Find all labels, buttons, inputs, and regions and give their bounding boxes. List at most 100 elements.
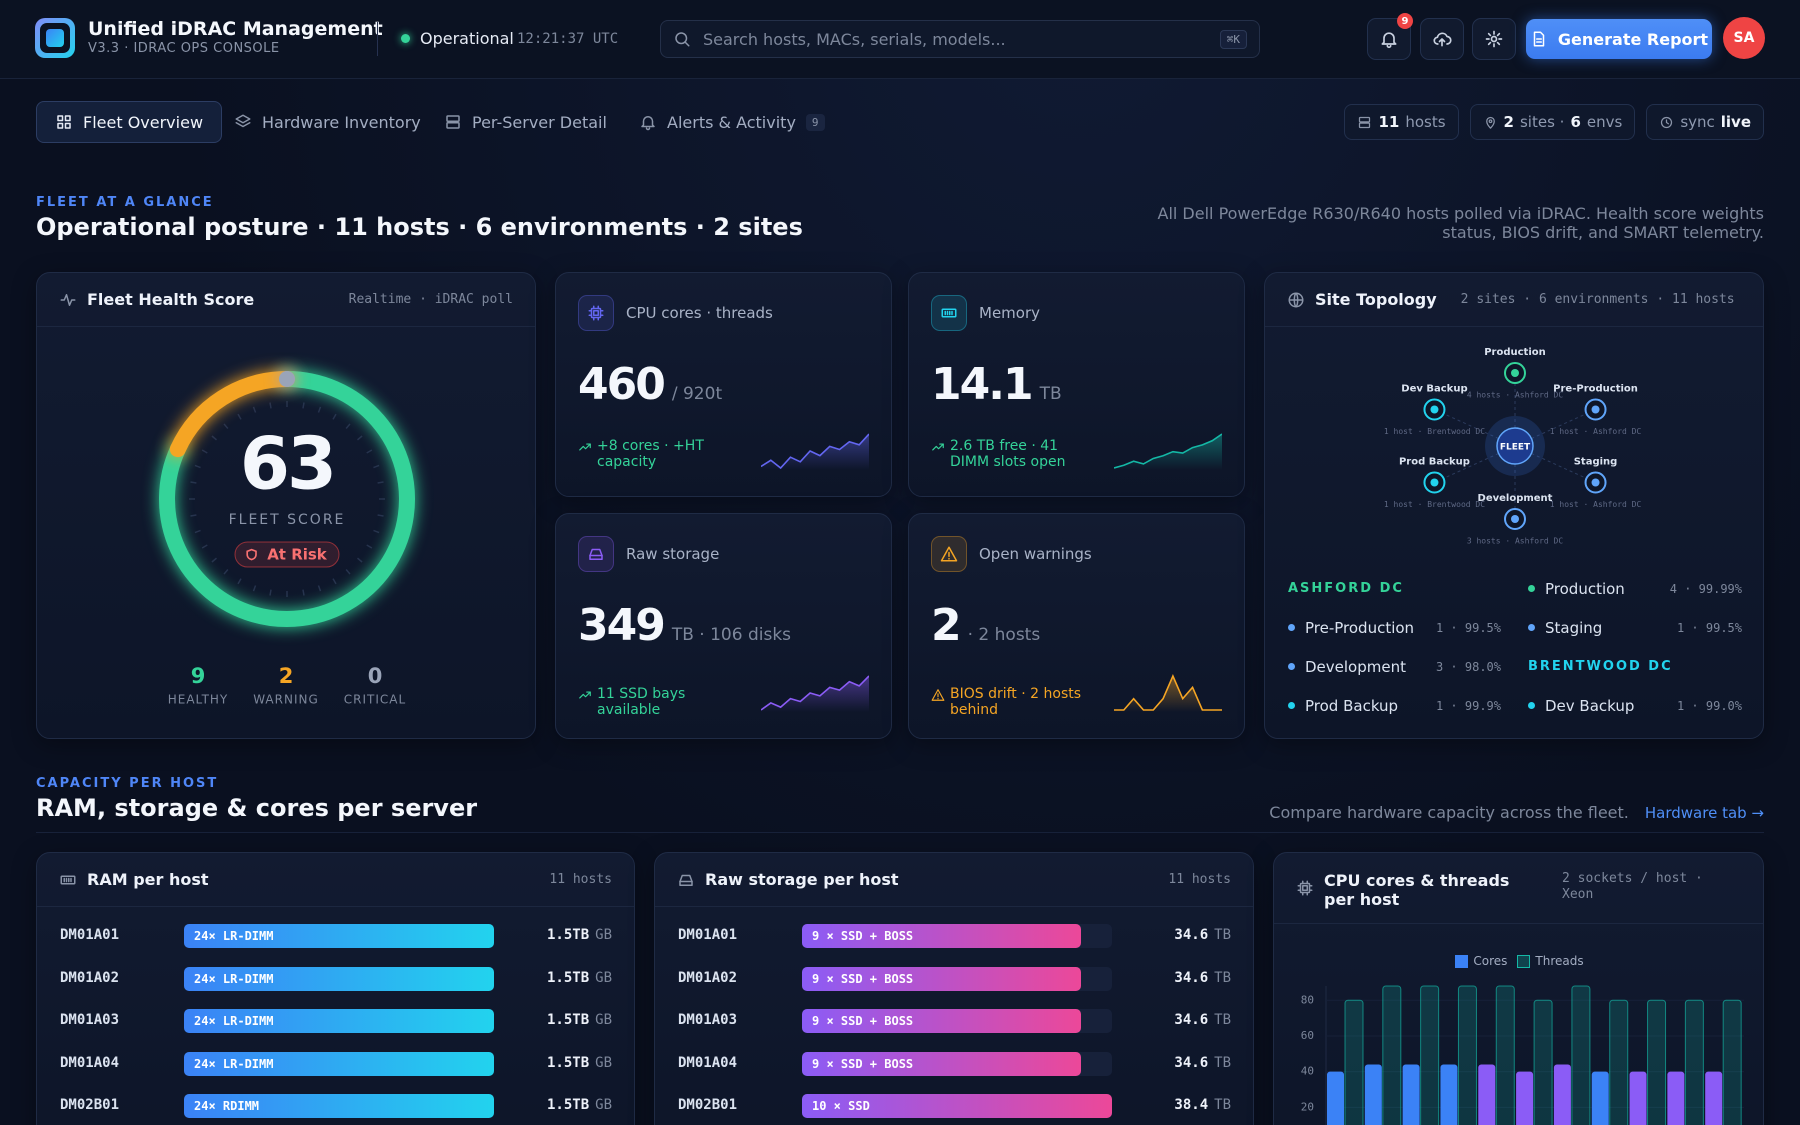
icon-stroke	[593, 310, 599, 316]
gauge-tick	[201, 449, 208, 454]
icon-stroke	[235, 122, 251, 128]
icon-stroke	[939, 443, 944, 449]
bar-label: 24× LR-DIMM	[194, 929, 274, 943]
kpi-sparkline	[1114, 673, 1222, 712]
icon-stroke	[1535, 38, 1542, 43]
gauge-tick	[373, 464, 380, 469]
icon	[1297, 880, 1313, 896]
health-card: Fleet Health Score Realtime · iDRAC poll 6…	[36, 272, 536, 739]
gauge-tick	[211, 435, 218, 441]
gauge-tick	[252, 406, 257, 413]
section-description: Compare hardware capacity across the fle…	[1269, 803, 1629, 822]
health-stat-label: WARNING	[253, 693, 319, 707]
kpi-value: 349	[578, 600, 666, 651]
chip-text: 2	[1503, 113, 1514, 131]
sparkline	[761, 675, 869, 711]
icon	[235, 114, 251, 128]
icon	[589, 548, 603, 560]
generate-report-button[interactable]: Generate Report	[1526, 19, 1712, 59]
cores-bar	[1478, 1064, 1496, 1125]
health-stat-label: CRITICAL	[344, 693, 406, 707]
host-name: DM02B01	[678, 1097, 738, 1113]
logo	[35, 18, 75, 58]
value: 34.6	[1174, 927, 1209, 943]
gauge-tick	[377, 514, 384, 517]
gauge-tick	[237, 413, 242, 420]
threads-bar	[1722, 999, 1742, 1125]
status-text: Operational	[420, 29, 514, 48]
bell-button[interactable]: 9	[1367, 13, 1413, 60]
value: 34.6	[1174, 969, 1209, 986]
icon	[1661, 116, 1673, 128]
gauge-tick	[317, 406, 322, 413]
icon-stroke	[1485, 116, 1495, 129]
host-name: DM01A02	[678, 969, 738, 986]
bar: 24× LR-DIMM	[184, 924, 494, 948]
section-title: RAM, storage & cores per server	[36, 794, 478, 822]
nav-tab[interactable]: Alerts & Activity 9	[620, 101, 844, 143]
kpi-sparkline	[761, 675, 869, 712]
bar-track: 24× LR-DIMM	[184, 1009, 494, 1033]
gauge-tick	[356, 557, 363, 563]
gauge-tick	[237, 578, 242, 585]
search-box[interactable]: Search hosts, MACs, serials, models... ⌘K	[660, 20, 1260, 58]
value-cell: 1.5TB GB	[547, 1012, 612, 1028]
icon	[932, 443, 944, 451]
gauge-tick	[223, 568, 229, 575]
health-stat-value: 9	[191, 664, 206, 688]
icon-stroke	[1488, 118, 1492, 123]
value-cell: 1.5TB GB	[547, 970, 612, 986]
kpi-card: Memory 14.1 TB 2.6 TB free · 41 DIMM slots …	[908, 272, 1245, 497]
avatar[interactable]: SA	[1723, 17, 1765, 59]
gauge-tick	[302, 589, 305, 596]
kpi-icon	[931, 295, 967, 331]
bar-track: 9 × SSD + BOSS	[802, 966, 1112, 991]
icon	[679, 874, 693, 886]
nav-tab[interactable]: Fleet Overview	[36, 101, 223, 143]
nav-tab[interactable]: Per-Server Detail	[425, 101, 626, 143]
legend-stat: 3 · 98.0%	[1435, 659, 1501, 674]
env-node-detail: 1 host · Brentwood DC	[1384, 500, 1485, 509]
icon-stroke	[235, 114, 251, 124]
legend-dot	[1528, 585, 1535, 592]
notification-badge: 9	[1397, 13, 1413, 29]
host-name: DM01A01	[60, 927, 120, 943]
bar-track: 9 × SSD + BOSS	[802, 924, 1112, 948]
gauge-tick	[269, 402, 272, 409]
chip-text: 11	[1378, 113, 1400, 131]
env-node-core	[1591, 405, 1600, 414]
icon-stroke	[641, 116, 655, 128]
legend-item: Production 4 · 99.99%	[1528, 580, 1742, 598]
legend-item: Dev Backup 1 · 99.0%	[1528, 697, 1742, 715]
upload-button[interactable]	[1420, 18, 1464, 60]
gear-button[interactable]	[1472, 18, 1516, 60]
env-node-detail: 1 host · Ashford DC	[1550, 500, 1642, 509]
gauge-segment	[159, 371, 415, 627]
legend-name: Development	[1305, 657, 1406, 676]
threads-bar	[1457, 985, 1477, 1125]
hardware-tab-link[interactable]: Hardware tab →	[1644, 804, 1764, 822]
gauge-tick	[302, 402, 305, 409]
icon	[1485, 30, 1503, 48]
kpi-note: 2.6 TB free · 41 DIMM slots open	[931, 438, 1091, 470]
host-name: DM01A02	[60, 969, 120, 986]
icon-stroke	[63, 877, 72, 882]
value: 34.6	[1174, 1012, 1209, 1028]
card-meta: Realtime · iDRAC poll	[348, 292, 513, 307]
icon-stroke	[1433, 32, 1452, 45]
kpi-sparkline	[1114, 433, 1222, 470]
kpi-value-row: 2 · 2 hosts	[931, 600, 1040, 651]
kpi-note-text: BIOS drift · 2 hosts behind	[950, 686, 1082, 718]
icon-stroke	[1490, 35, 1498, 43]
cores-bar	[1327, 1071, 1344, 1125]
card-header: RAM per host 11 hosts	[37, 853, 634, 907]
legend-name: Prod Backup	[1305, 696, 1399, 715]
unit: GB	[595, 969, 612, 986]
legend-label: Cores	[1473, 954, 1508, 968]
icon-stroke	[1533, 31, 1545, 47]
icon-stroke	[64, 122, 71, 129]
nav-tab[interactable]: Hardware Inventory	[215, 101, 440, 143]
unit: GB	[595, 1097, 612, 1113]
